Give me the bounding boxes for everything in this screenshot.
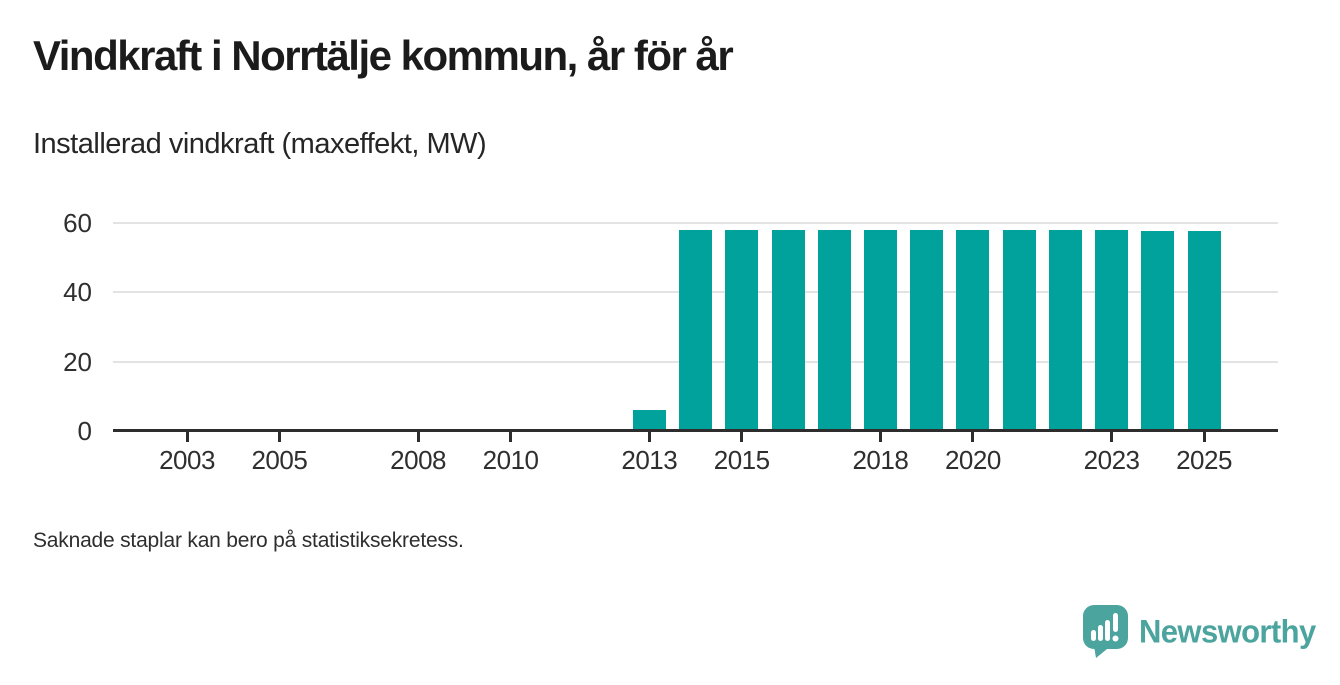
x-axis-tick-2003 — [185, 431, 189, 442]
chart-subtitle: Installerad vindkraft (maxeffekt, MW) — [33, 128, 487, 160]
bar-2015 — [725, 229, 759, 431]
y-axis-tick-label: 20 — [63, 346, 92, 377]
x-axis-tick-label: 2025 — [1176, 445, 1232, 475]
x-axis-tick-label: 2018 — [852, 445, 909, 475]
x-axis-tick-2008 — [416, 431, 420, 442]
x-axis-tick-label: 2015 — [713, 445, 770, 475]
x-axis-tick-2005 — [277, 431, 281, 442]
bar-2014 — [679, 229, 712, 431]
x-axis-tick-2025 — [1202, 431, 1206, 442]
newsworthy-wordmark: Newsworthy — [1139, 612, 1316, 650]
x-axis-tick-2020 — [971, 431, 975, 442]
x-axis-tick-label: 2005 — [251, 445, 308, 475]
y-axis-tick-label: 0 — [77, 416, 92, 446]
bar-2016 — [771, 229, 805, 431]
bar-2017 — [817, 229, 851, 431]
x-axis-tick-2015 — [740, 431, 744, 442]
x-axis-tick-label: 2010 — [482, 445, 539, 475]
gridline-60 — [113, 222, 1278, 224]
bar-2023 — [1095, 229, 1129, 431]
x-axis-line — [113, 428, 1278, 432]
bar-2024 — [1141, 231, 1175, 431]
x-axis-tick-label: 2003 — [159, 445, 215, 475]
bar-2013 — [632, 410, 666, 431]
x-axis-tick-2018 — [878, 431, 882, 442]
x-axis-tick-2023 — [1110, 431, 1114, 442]
x-axis-tick-2010 — [509, 431, 513, 442]
newsworthy-logo: Newsworthy — [1083, 605, 1316, 658]
bar-2022 — [1048, 229, 1082, 431]
x-axis-tick-label: 2013 — [621, 445, 678, 475]
bar-2020 — [956, 229, 990, 431]
chart-title: Vindkraft i Norrtälje kommun, år för år — [33, 32, 734, 79]
chart-footnote: Saknade staplar kan bero på statistiksek… — [33, 529, 464, 552]
x-axis-tick-2013 — [647, 431, 651, 442]
x-axis-tick-label: 2008 — [390, 445, 447, 475]
bar-2018 — [863, 229, 897, 431]
speech-bubble-bar-chart-icon — [1083, 605, 1128, 658]
y-axis-tick-label: 40 — [63, 277, 92, 308]
bar-2019 — [910, 229, 944, 431]
bar-2021 — [1002, 229, 1036, 431]
x-axis-tick-label: 2020 — [944, 445, 1001, 475]
y-axis-tick-label: 60 — [63, 208, 92, 238]
x-axis-tick-label: 2023 — [1083, 445, 1140, 475]
bar-2025 — [1187, 231, 1221, 431]
